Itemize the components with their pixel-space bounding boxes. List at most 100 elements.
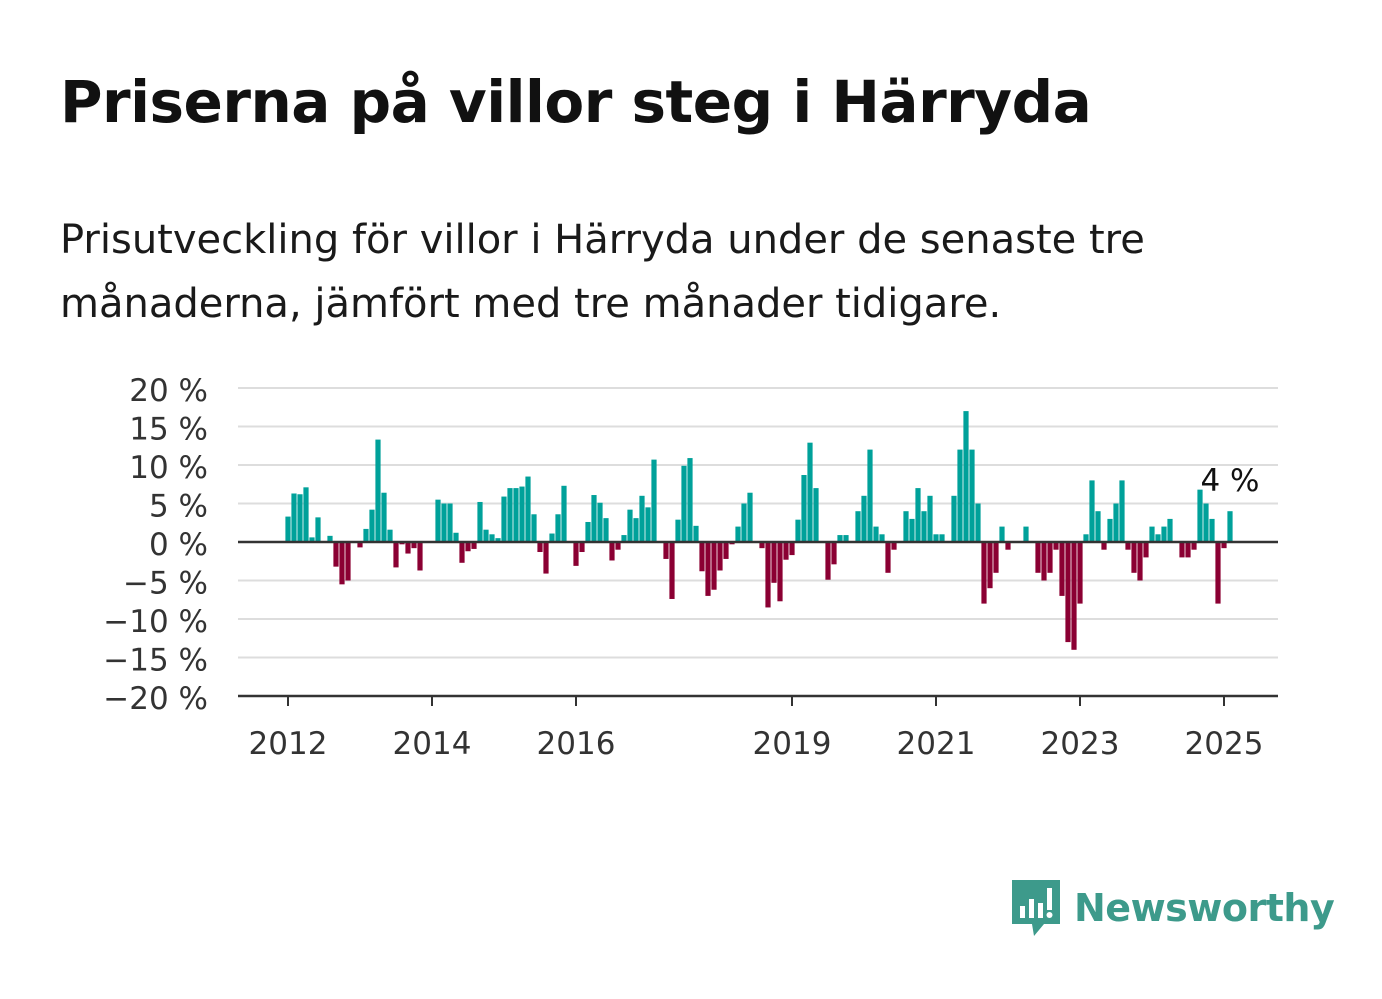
bar (873, 526, 879, 542)
bar (993, 542, 999, 573)
y-tick-label: −10 % (103, 604, 208, 640)
bar (843, 535, 849, 542)
bar (885, 542, 891, 573)
x-tick-label: 2023 (1041, 726, 1120, 762)
bar (1143, 542, 1149, 558)
bar (555, 514, 561, 542)
bar (1041, 542, 1047, 581)
bar (867, 449, 873, 542)
bar (1203, 503, 1209, 542)
bar (591, 495, 597, 542)
gridlines (238, 387, 1278, 659)
bar (1095, 511, 1101, 542)
bar (981, 542, 987, 604)
bar (375, 439, 381, 542)
bar (549, 533, 555, 542)
x-tick-label: 2021 (897, 726, 976, 762)
x-tick-label: 2019 (753, 726, 832, 762)
bar (333, 542, 339, 567)
last-value-annotation: 4 % (1200, 463, 1259, 499)
y-tick-label: −5 % (123, 566, 208, 602)
bar (1161, 526, 1167, 542)
bar (1005, 542, 1011, 550)
bar (765, 542, 771, 608)
bar (309, 537, 315, 542)
bar (939, 534, 945, 542)
bar (1185, 542, 1191, 558)
bar (675, 519, 681, 542)
bar (1125, 542, 1131, 550)
bar (1137, 542, 1143, 581)
bar (909, 518, 915, 542)
bar (357, 542, 363, 548)
bar (471, 542, 477, 549)
bar (393, 542, 399, 568)
bar (459, 542, 465, 563)
bar (669, 542, 675, 599)
bar (687, 458, 693, 542)
bar (645, 507, 651, 542)
bar (417, 542, 423, 571)
y-tick-label: 5 % (149, 489, 208, 525)
bar (603, 518, 609, 542)
bar (573, 542, 579, 566)
bar (855, 511, 861, 542)
bar (801, 475, 807, 542)
bar (969, 449, 975, 542)
bar (1131, 542, 1137, 573)
bar (807, 442, 813, 542)
bar (915, 488, 921, 542)
bar (891, 542, 897, 550)
y-tick-label: 10 % (129, 450, 208, 486)
bar (609, 542, 615, 561)
bar (1191, 542, 1197, 550)
y-tick-label: −15 % (103, 643, 208, 679)
bar (741, 503, 747, 542)
bar (441, 503, 447, 542)
bar (477, 501, 483, 542)
bar (831, 542, 837, 565)
bar (813, 488, 819, 542)
axes (238, 540, 1278, 706)
bar (735, 526, 741, 542)
bar (297, 494, 303, 542)
bar (435, 499, 441, 542)
bar (747, 492, 753, 542)
bar (693, 525, 699, 542)
bar (771, 542, 777, 583)
bar (1035, 542, 1041, 573)
bar (1227, 511, 1233, 542)
bar (1113, 503, 1119, 542)
bar (327, 535, 333, 542)
y-tick-label: 20 % (129, 373, 208, 409)
bar (381, 492, 387, 542)
bar (579, 542, 585, 553)
bar (1065, 542, 1071, 643)
bar (291, 493, 297, 542)
bar (411, 542, 417, 549)
bar (789, 542, 795, 556)
bar (507, 488, 513, 542)
bar (837, 535, 843, 542)
bar (633, 518, 639, 542)
bar (453, 532, 459, 542)
bar (639, 495, 645, 542)
bar (387, 529, 393, 542)
bar (903, 511, 909, 542)
bar (1101, 542, 1107, 550)
bar (1071, 542, 1077, 650)
bar (987, 542, 993, 589)
bar (405, 542, 411, 554)
bar (825, 542, 831, 580)
bars (285, 411, 1233, 650)
bar (501, 496, 507, 542)
bar (489, 534, 495, 542)
bar (999, 526, 1005, 542)
bar (1215, 542, 1221, 604)
bar (597, 502, 603, 542)
bar (537, 542, 543, 553)
bar (681, 465, 687, 542)
bar (495, 538, 501, 542)
bar (1197, 489, 1203, 542)
